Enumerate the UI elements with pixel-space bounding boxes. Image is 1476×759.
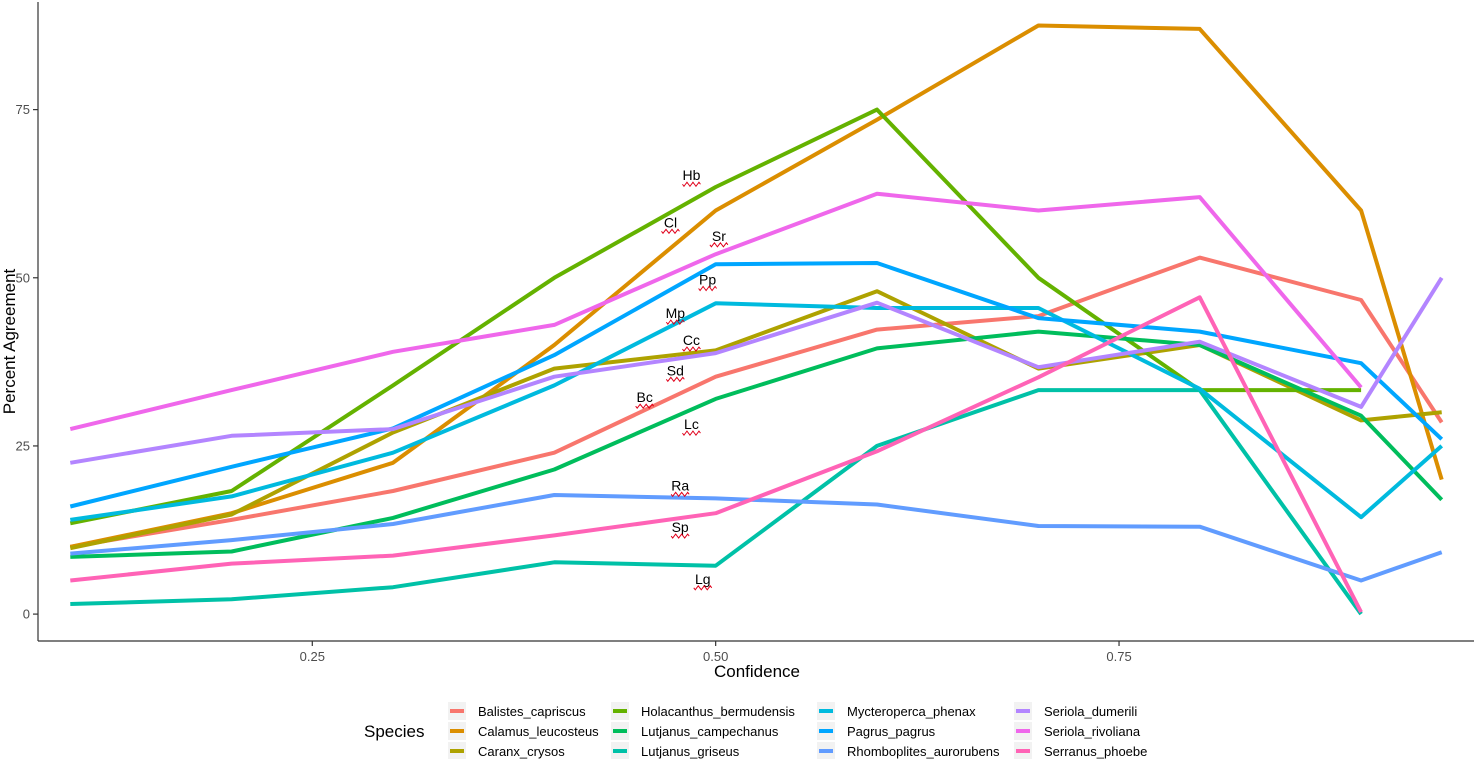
series-label-bc: Bc xyxy=(636,389,652,405)
series-line-lc xyxy=(70,329,1444,559)
y-tick-label: 50 xyxy=(16,270,30,285)
legend-label-hb: Holacanthus_bermudensis xyxy=(641,704,795,719)
legend-label-lc: Lutjanus_campechanus xyxy=(641,724,779,739)
spelling-squiggle xyxy=(635,403,655,410)
series-line-hb xyxy=(69,107,1362,526)
series-label-mp: Mp xyxy=(666,305,686,321)
spelling-squiggle xyxy=(693,584,713,591)
series-label-sd: Sd xyxy=(667,362,684,378)
series-label-lg: Lg xyxy=(695,571,711,587)
legend-label-ra: Rhomboplites_aurorubens xyxy=(847,744,1000,759)
series-line-cl xyxy=(69,23,1444,549)
legend-label-cc: Caranx_crysos xyxy=(478,744,565,759)
series-label-cc: Cc xyxy=(683,332,700,348)
series-label-lc: Lc xyxy=(684,416,699,432)
spelling-squiggle xyxy=(670,491,690,498)
x-axis-title: Confidence xyxy=(714,662,800,681)
y-tick-label: 0 xyxy=(23,607,30,622)
legend-label-cl: Calamus_leucosteus xyxy=(478,724,599,739)
series-annotations: Hb Cl Sr Pp Mp Cc Sd Bc Lc Ra Sp Lg xyxy=(635,167,729,591)
spelling-squiggle xyxy=(682,346,701,352)
series-label-hb: Hb xyxy=(683,167,701,183)
series-line-sr xyxy=(69,191,1363,432)
legend: Species Balistes_capriscus Calamus_leucost… xyxy=(364,702,1147,759)
legend-label-bc: Balistes_capriscus xyxy=(478,704,586,719)
spelling-squiggle xyxy=(709,241,729,248)
legend-label-sp: Serranus_phoebe xyxy=(1044,744,1147,759)
series-lines xyxy=(69,23,1444,616)
spelling-squiggle xyxy=(698,285,717,292)
x-tick-label: 0.75 xyxy=(1106,649,1131,664)
legend-label-pp: Pagrus_pagrus xyxy=(847,724,936,739)
series-line-sp xyxy=(70,295,1363,614)
spelling-squiggle xyxy=(682,430,701,436)
series-label-ra: Ra xyxy=(671,477,689,493)
legend-label-sr: Seriola_rivoliana xyxy=(1044,724,1141,739)
series-line-ra xyxy=(70,493,1443,583)
spelling-squiggle xyxy=(665,376,685,383)
series-line-pp xyxy=(69,261,1444,509)
legend-label-mp: Mycteroperca_phenax xyxy=(847,704,976,719)
series-line-sd xyxy=(69,276,1444,465)
legend-label-lg: Lutjanus_griseus xyxy=(641,744,740,759)
y-tick-label: 75 xyxy=(16,102,30,117)
axes: 0.25 0.50 0.75 0 25 50 75 Confidence Percent Agr… xyxy=(0,2,1474,681)
spelling-squiggle xyxy=(661,228,680,235)
y-axis-title: Percent Agreement xyxy=(0,268,19,414)
spelling-squiggle xyxy=(682,181,701,188)
x-tick-label: 0.25 xyxy=(300,649,325,664)
series-label-pp: Pp xyxy=(699,272,716,288)
series-label-sr: Sr xyxy=(712,228,726,244)
spelling-squiggle xyxy=(670,533,690,539)
series-line-bc xyxy=(69,255,1444,549)
series-label-cl: Cl xyxy=(664,214,677,230)
x-tick-label: 0.50 xyxy=(703,649,728,664)
y-tick-label: 25 xyxy=(16,438,30,453)
spelling-squiggle xyxy=(665,319,685,325)
legend-label-sd: Seriola_dumerili xyxy=(1044,704,1137,719)
series-label-sp: Sp xyxy=(672,519,689,535)
legend-title: Species xyxy=(364,722,424,741)
series-line-lg xyxy=(70,388,1363,616)
